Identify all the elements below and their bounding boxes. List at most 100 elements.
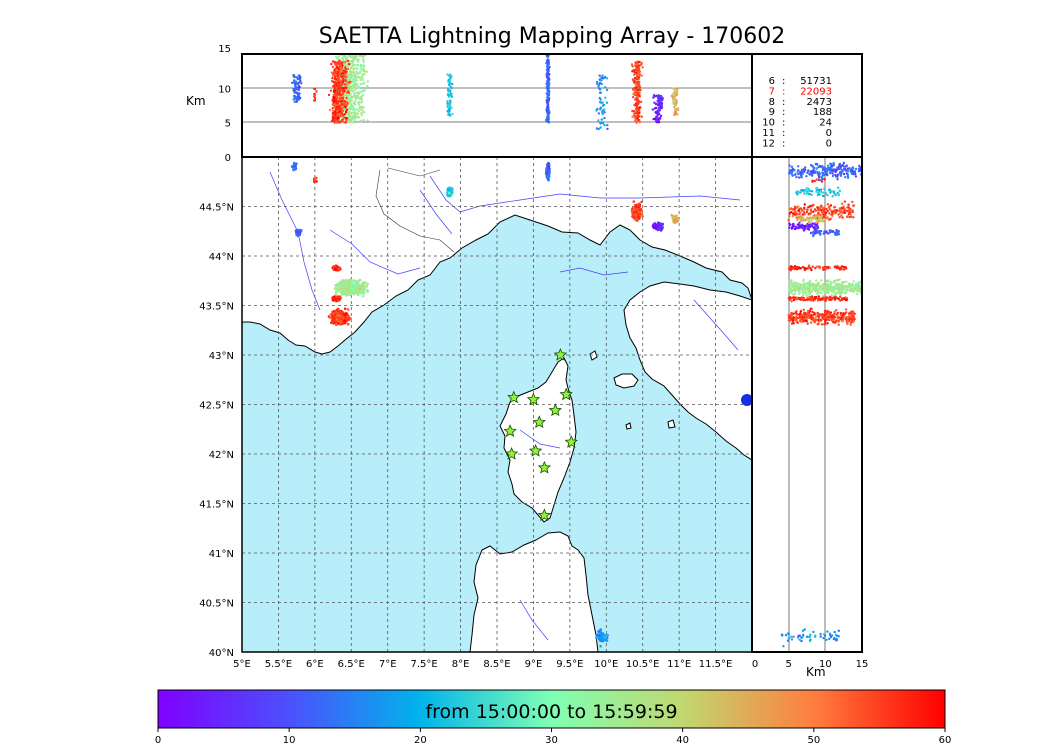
source-point <box>354 291 357 294</box>
lon-tick-label: 11.5°E <box>699 659 733 670</box>
source-point-alt-lat <box>829 162 832 165</box>
station-marker <box>553 347 568 361</box>
source-point-alt-lat <box>807 285 811 288</box>
source-point-alt-lat <box>798 312 802 315</box>
source-point-lon-alt <box>357 116 361 119</box>
source-point-alt-lat <box>814 289 817 293</box>
source-point-alt-lat <box>801 169 804 172</box>
source-point-lon-alt <box>336 101 339 104</box>
source-point <box>631 212 634 215</box>
source-point-alt-lat <box>807 228 810 231</box>
source-point-lon-alt <box>335 121 338 124</box>
source-point-alt-lat <box>858 281 861 284</box>
source-point-alt-lat <box>790 265 793 268</box>
source-point-lon-alt <box>344 57 348 60</box>
source-point-lon-alt <box>597 127 600 131</box>
source-point-alt-lat <box>787 283 791 286</box>
source-point <box>334 310 338 314</box>
source-point-alt-lat <box>790 300 793 303</box>
source-point-alt-lat <box>825 231 828 234</box>
source-point-lon-alt <box>344 70 347 74</box>
source-point-alt-lat <box>800 176 803 179</box>
source-point-alt-lat <box>842 161 846 165</box>
source-point-lon-alt <box>451 112 454 116</box>
source-point-alt-lat <box>798 287 801 291</box>
source-point-alt-lat <box>829 217 832 221</box>
source-point-alt-lat <box>818 229 821 233</box>
source-point <box>362 282 366 285</box>
source-point-lon-alt <box>596 80 599 84</box>
source-point-lon-alt <box>631 95 635 99</box>
source-point <box>365 284 369 288</box>
source-point-alt-lat <box>858 287 862 291</box>
source-point-alt-lat <box>802 285 806 288</box>
source-point-alt-lat <box>836 178 839 181</box>
source-point <box>346 323 350 326</box>
source-point-lon-alt <box>605 77 609 80</box>
stat-separator: : <box>782 128 785 139</box>
source-point <box>600 632 603 635</box>
source-point-lon-alt <box>349 85 352 89</box>
source-point-alt-lat <box>806 224 809 227</box>
source-point-alt-lat <box>802 280 805 283</box>
source-point-lon-alt <box>355 108 358 111</box>
source-point <box>346 308 350 311</box>
source-point-lon-alt <box>362 69 365 73</box>
source-point-alt-lat <box>824 211 828 215</box>
source-point-alt-lat <box>791 174 794 177</box>
source-point-lon-alt <box>362 64 365 67</box>
source-point-lon-alt <box>355 70 358 73</box>
source-point <box>337 322 340 325</box>
source-point <box>450 193 453 196</box>
source-point-alt-lat <box>831 195 834 198</box>
source-point-alt-lat <box>823 322 827 325</box>
source-point-lon-alt <box>546 55 549 59</box>
source-point-alt-lat <box>810 307 813 310</box>
source-point-lon-alt <box>339 98 342 102</box>
source-point-alt-lat <box>839 283 843 286</box>
source-point-alt-lat <box>800 288 804 292</box>
source-point-alt-lat <box>787 219 790 222</box>
source-point-alt-lat <box>803 203 806 206</box>
source-point-alt-lat <box>813 317 816 320</box>
source-point-alt-lat <box>833 280 836 283</box>
source-point-alt-lat <box>804 319 807 323</box>
source-point-lon-alt <box>637 88 640 92</box>
source-point-lon-alt <box>342 77 345 81</box>
source-point-lon-alt <box>342 96 345 99</box>
source-point-alt-lat <box>802 189 805 192</box>
lon-tick-label: 10.5°E <box>626 659 660 670</box>
source-point-lon-alt <box>297 92 301 96</box>
source-point-alt-lat <box>809 170 812 174</box>
stations <box>503 347 578 522</box>
source-point-lon-alt <box>313 94 317 97</box>
source-point-alt-lat <box>833 310 836 314</box>
source-point-alt-lat <box>808 189 812 193</box>
source-point-alt-lat <box>800 320 803 323</box>
source-point-lon-alt <box>359 63 363 67</box>
source-point-lon-alt <box>344 76 347 79</box>
source-point-alt-lat <box>829 171 832 175</box>
source-point-alt-lat <box>851 283 854 287</box>
source-point-alt-lat <box>818 179 822 182</box>
source-point <box>547 175 551 179</box>
source-point-lon-alt <box>341 118 344 122</box>
source-point-lon-alt <box>351 121 354 124</box>
source-point-lon-alt <box>362 60 365 63</box>
source-point-lon-alt <box>336 68 339 72</box>
source-point <box>632 200 636 203</box>
source-point-lon-alt <box>361 82 364 85</box>
source-point-alt-lat <box>821 298 824 301</box>
source-point-lon-alt <box>672 99 675 103</box>
source-point-lon-alt <box>449 94 453 97</box>
source-point <box>547 168 551 171</box>
source-point-lon-alt <box>633 73 636 77</box>
source-point-alt-lat <box>796 170 799 173</box>
source-point-alt-lat <box>823 177 826 181</box>
source-point-lon-alt <box>660 103 664 107</box>
source-point-lon-alt <box>635 115 638 118</box>
source-point-lon-alt <box>362 58 365 61</box>
source-point-lon-alt <box>355 79 358 82</box>
source-point-alt-lat <box>804 292 807 295</box>
source-point-alt-lat <box>841 288 845 291</box>
